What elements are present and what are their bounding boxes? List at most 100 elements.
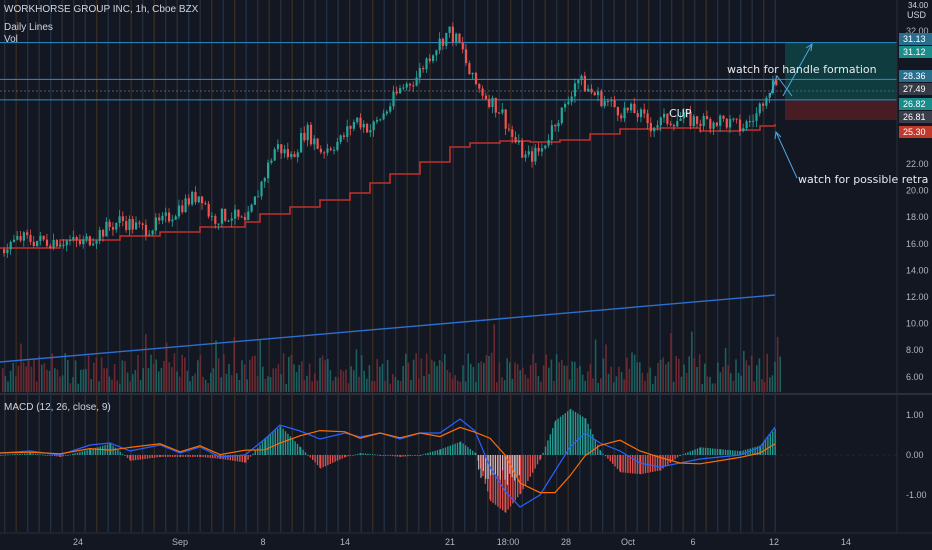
candle-body xyxy=(732,118,735,120)
session-stripe xyxy=(763,0,765,532)
macd-histogram-bar xyxy=(287,433,289,455)
macd-histogram-bar xyxy=(687,452,689,455)
macd-histogram-bar xyxy=(184,455,187,457)
candle-body xyxy=(425,58,428,70)
candle-body xyxy=(346,126,349,137)
volume-bar xyxy=(38,355,40,392)
macd-histogram-bar xyxy=(380,455,382,456)
price-axis-tick: 14.00 xyxy=(906,265,929,275)
candle-body xyxy=(676,120,679,127)
volume-bar xyxy=(256,376,259,392)
macd-histogram-bar xyxy=(304,452,307,455)
candle-body xyxy=(669,123,672,126)
macd-histogram-bar xyxy=(362,453,364,455)
volume-bar xyxy=(30,366,33,392)
candle-body xyxy=(567,101,570,104)
candle-body xyxy=(686,111,689,113)
candle-body xyxy=(412,85,415,87)
volume-bar xyxy=(267,376,269,392)
candle-body xyxy=(19,236,22,241)
candle-body xyxy=(234,209,237,219)
volume-bar xyxy=(93,362,95,392)
macd-histogram-bar xyxy=(622,455,624,473)
volume-bar xyxy=(186,370,189,392)
volume-bar xyxy=(748,365,750,392)
candle-body xyxy=(214,216,217,224)
candle-body xyxy=(379,119,382,121)
price-axis-tick: 22.00 xyxy=(906,159,929,169)
volume-bar xyxy=(540,381,542,392)
volume-bar xyxy=(446,369,449,392)
macd-histogram-bar xyxy=(699,447,701,455)
macd-histogram-bar xyxy=(749,448,751,455)
volume-bar xyxy=(503,380,506,392)
volume-bar xyxy=(355,349,358,392)
macd-histogram-bar xyxy=(579,415,581,455)
macd-histogram-bar xyxy=(494,455,497,505)
macd-histogram-bar xyxy=(574,411,577,455)
volume-bar xyxy=(644,380,646,392)
volume-bar xyxy=(584,380,586,392)
moving-average-line xyxy=(0,124,776,249)
volume-bar xyxy=(106,368,108,392)
macd-histogram-bar xyxy=(334,455,336,462)
session-stripe xyxy=(636,0,638,532)
volume-bar xyxy=(451,378,454,392)
volume-bar xyxy=(230,375,233,392)
volume-bar xyxy=(46,369,48,392)
session-stripe xyxy=(671,0,673,532)
session-stripe xyxy=(717,0,719,532)
volume-bar xyxy=(139,380,142,392)
candle-body xyxy=(435,50,438,56)
macd-histogram-bar xyxy=(154,455,156,458)
volume-bar xyxy=(113,364,116,392)
session-stripe xyxy=(165,0,167,532)
candle-body xyxy=(201,196,204,204)
price-tag-bg xyxy=(899,46,932,58)
candle-body xyxy=(369,130,372,133)
volume-bar xyxy=(288,356,290,392)
candle-body xyxy=(92,243,95,246)
macd-histogram-bar xyxy=(659,455,661,471)
volume-bar xyxy=(15,376,17,392)
macd-histogram-bar xyxy=(700,447,702,455)
candle-body xyxy=(333,149,336,151)
macd-histogram-bar xyxy=(432,451,434,455)
candle-body xyxy=(98,230,101,241)
macd-histogram-bar xyxy=(254,450,256,455)
session-stripe xyxy=(510,0,512,532)
macd-histogram-bar xyxy=(490,455,492,502)
macd-histogram-bar xyxy=(609,455,611,462)
macd-histogram-bar xyxy=(490,455,492,476)
session-stripe xyxy=(556,0,558,532)
candle-body xyxy=(613,100,616,108)
candle-body xyxy=(148,234,151,236)
candle-body xyxy=(659,117,662,126)
volume-bar xyxy=(340,369,342,392)
macd-histogram-bar xyxy=(539,455,541,461)
candle-body xyxy=(752,120,755,122)
volume-bar xyxy=(158,371,160,392)
macd-histogram-bar xyxy=(49,455,51,456)
candle-body xyxy=(144,224,148,236)
volume-bar xyxy=(345,369,347,392)
currency-label: USD xyxy=(907,10,927,20)
candle-body xyxy=(507,128,511,130)
macd-histogram-bar xyxy=(462,443,464,455)
candle-body xyxy=(131,218,134,230)
volume-bar xyxy=(251,356,254,392)
macd-histogram-bar xyxy=(169,455,171,457)
macd-histogram-bar xyxy=(156,455,158,458)
volume-bar xyxy=(342,371,345,392)
volume-bar xyxy=(418,378,420,392)
volume-bar xyxy=(756,365,758,392)
candle-body xyxy=(366,123,369,133)
macd-histogram-bar xyxy=(324,455,327,467)
candle-body xyxy=(656,125,659,128)
macd-histogram-bar xyxy=(552,428,554,455)
macd-histogram-bar xyxy=(714,448,716,455)
macd-histogram-bar xyxy=(160,455,162,457)
session-stripe xyxy=(257,0,259,532)
macd-histogram-bar xyxy=(734,450,736,455)
